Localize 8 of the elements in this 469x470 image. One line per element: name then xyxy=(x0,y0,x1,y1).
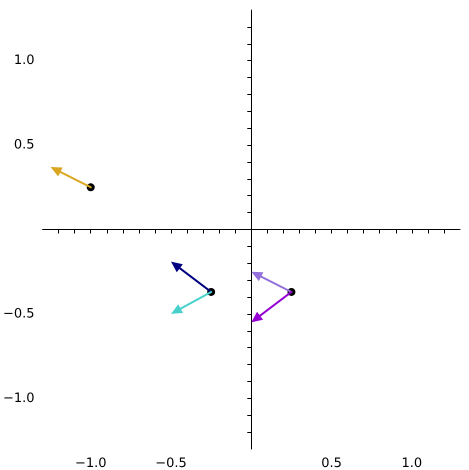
x-tick-label: 1.0 xyxy=(401,456,422,470)
x-tick-label: −1.0 xyxy=(74,456,107,470)
x-tick-label: −0.5 xyxy=(155,456,187,470)
y-tick-label: 0.5 xyxy=(14,138,35,153)
y-tick-label: 1.0 xyxy=(14,53,35,68)
y-tick-label: −0.5 xyxy=(2,306,35,322)
x-tick-label: 0.5 xyxy=(321,456,342,470)
y-tick-label: −1.0 xyxy=(2,390,35,406)
